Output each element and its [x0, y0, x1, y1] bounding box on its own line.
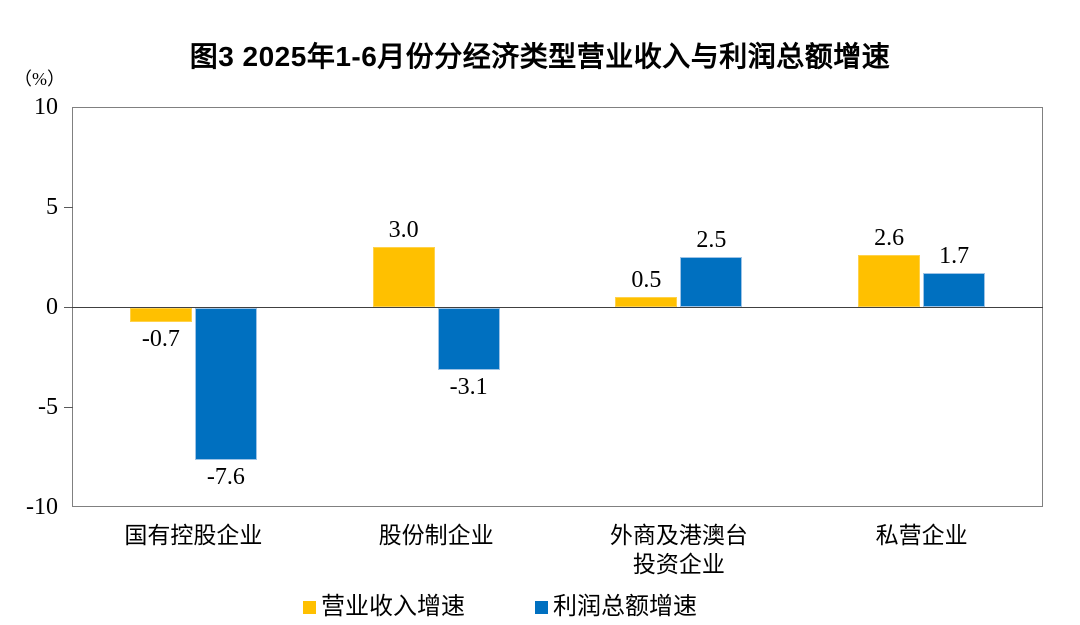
bar	[680, 257, 743, 307]
x-axis-label: 国有控股企业	[124, 523, 263, 548]
legend-item: 营业收入增速	[303, 594, 465, 620]
legend: 营业收入增速 利润总额增速	[0, 594, 1040, 620]
y-axis-tick-label: 5	[46, 194, 58, 220]
bar	[923, 273, 986, 307]
y-axis-tick	[64, 207, 73, 208]
legend-label: 营业收入增速	[321, 594, 465, 620]
bar-value-label: 1.7	[939, 243, 970, 269]
x-axis-label: 股份制企业	[378, 523, 494, 548]
legend-item: 利润总额增速	[535, 594, 697, 620]
y-axis-tick	[64, 307, 73, 308]
bar-value-label: 0.5	[631, 267, 662, 293]
y-axis-tick-label: -10	[26, 494, 58, 520]
y-axis-tick	[64, 407, 73, 408]
bar-value-label: 2.5	[696, 227, 727, 253]
bar	[615, 297, 678, 307]
y-axis-unit-label: （%）	[14, 69, 65, 89]
legend-swatch-icon	[303, 600, 316, 614]
zero-axis-line	[72, 307, 1043, 308]
bar-value-label: 3.0	[388, 217, 419, 243]
y-axis-tick-label: -5	[38, 394, 58, 420]
bar-value-label: -3.1	[449, 374, 488, 400]
y-axis-tick-label: 10	[34, 94, 58, 120]
bar	[194, 308, 257, 460]
legend-label: 利润总额增速	[553, 594, 697, 620]
bar-value-label: -7.6	[206, 464, 245, 490]
chart-title: 图3 2025年1-6月份分经济类型营业收入与利润总额增速	[189, 41, 891, 72]
x-axis-label: 外商及港澳台 投资企业	[609, 523, 748, 577]
bar-value-label: -0.7	[141, 326, 180, 352]
bar	[858, 255, 921, 307]
bar	[129, 308, 192, 322]
bar	[372, 247, 435, 307]
bar	[437, 308, 500, 370]
bar-value-label: 2.6	[874, 225, 905, 251]
x-axis-label: 私营企业	[875, 523, 968, 548]
legend-swatch-icon	[535, 600, 548, 614]
y-axis-tick-label: 0	[46, 294, 58, 320]
